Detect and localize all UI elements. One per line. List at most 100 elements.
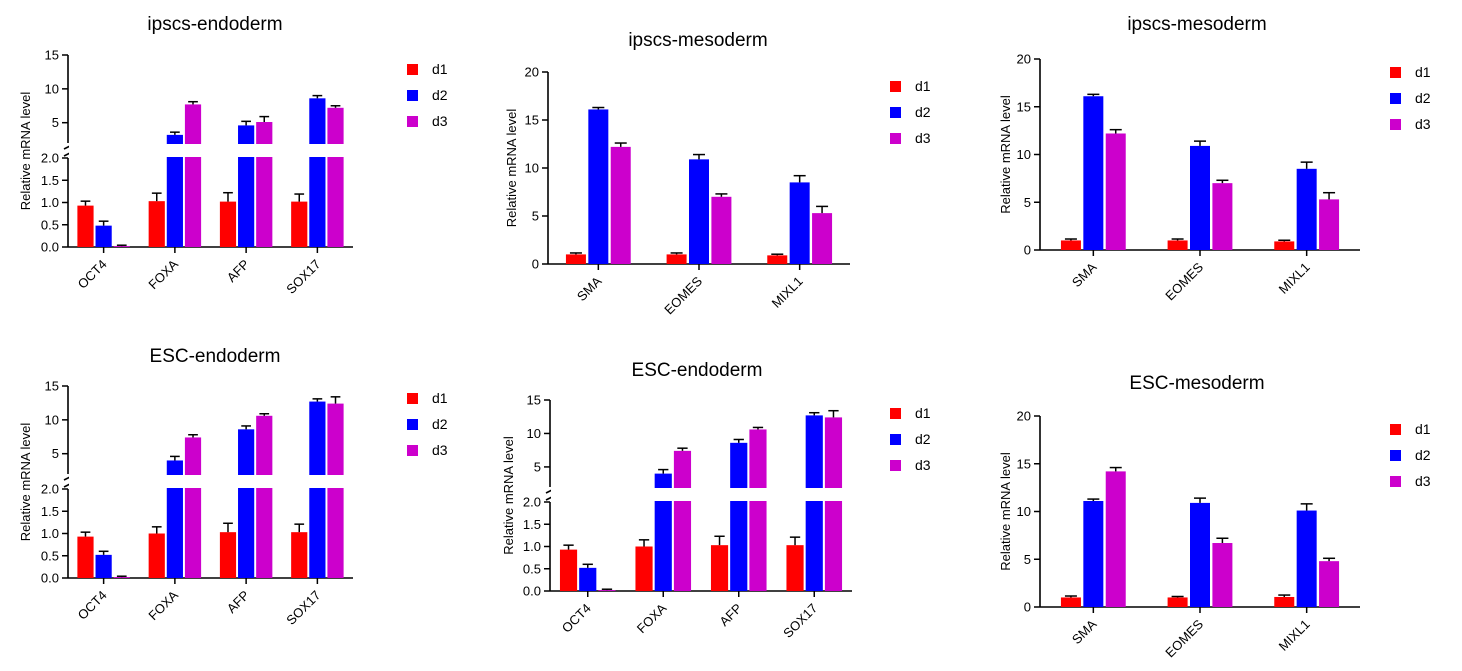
legend-label-d1: d1	[432, 61, 448, 77]
x-tick-label: AFP	[716, 601, 744, 629]
bar-d1-foxa	[635, 546, 653, 591]
bar-d3-mixl1	[812, 213, 833, 264]
legend-swatch-d1	[1390, 424, 1401, 435]
bar-d3-eomes	[711, 196, 732, 264]
bar-d3-sox17	[824, 417, 843, 591]
bar-d1-sma	[1060, 597, 1081, 607]
bar-d1-oct4	[77, 205, 94, 247]
bar-d1-mixl1	[1274, 241, 1295, 250]
chart-title: ipscs-endoderm	[147, 14, 282, 35]
chart-panel-2: ipscs-mesoderm Relative mRNA level 0 5 10 15 2…	[504, 30, 931, 317]
legend-swatch-d3	[1390, 119, 1401, 130]
bar-d2-sma	[588, 109, 609, 264]
bar-d2-foxa	[166, 134, 183, 247]
legend-label-d1: d1	[915, 78, 931, 94]
y-tick-label: 1.5	[41, 504, 59, 519]
bar-d1-sma	[565, 254, 586, 264]
bar-d3-sma	[610, 146, 631, 264]
axis-break-gap	[551, 488, 853, 501]
y-tick-label: 10	[1017, 504, 1031, 519]
y-tick-label: 0.5	[523, 561, 541, 576]
chart-title: ipscs-mesoderm	[628, 30, 767, 51]
y-tick-label: 0.0	[41, 571, 59, 586]
y-tick-label: 15	[1017, 99, 1031, 114]
axis-break-gap	[69, 475, 354, 488]
x-tick-label: SOX17	[283, 588, 323, 628]
y-tick-label: 10	[45, 412, 59, 427]
x-tick-label: AFP	[224, 588, 252, 616]
bar-d3-sox17	[327, 107, 344, 247]
y-tick-label: 20	[1017, 52, 1031, 67]
legend-label-d2: d2	[915, 431, 931, 447]
bar-d3-afp	[256, 415, 273, 578]
chart-title: ipscs-mesoderm	[1127, 14, 1266, 35]
legend-swatch-d3	[407, 116, 418, 127]
y-tick-label: 5	[1024, 552, 1031, 567]
bar-d3-oct4	[113, 246, 130, 247]
bar-d2-oct4	[579, 567, 597, 591]
legend-swatch-d2	[890, 434, 901, 445]
x-tick-label: EOMES	[1162, 259, 1206, 303]
y-axis-label: Relative mRNA level	[501, 436, 516, 555]
y-tick-label: 15	[525, 113, 539, 128]
y-tick-label: 1.0	[41, 195, 59, 210]
bar-d1-sox17	[291, 201, 308, 247]
bar-d3-oct4	[113, 577, 130, 578]
legend-swatch-d3	[1390, 476, 1401, 487]
y-tick-label: 0	[1024, 600, 1031, 615]
bar-d2-afp	[238, 429, 255, 578]
x-tick-label: SMA	[1069, 616, 1100, 647]
bar-d1-sox17	[786, 545, 804, 591]
x-tick-label: FOXA	[634, 600, 670, 636]
bar-d3-foxa	[184, 104, 202, 248]
x-tick-label: MIXL1	[769, 274, 806, 311]
bar-d2-oct4	[95, 554, 112, 578]
legend-label-d3: d3	[915, 130, 931, 146]
bar-d2-sox17	[309, 401, 326, 578]
x-tick-label: OCT4	[559, 601, 594, 636]
bar-d1-sox17	[291, 532, 308, 578]
bar-d2-mixl1	[1296, 168, 1317, 250]
legend-swatch-d2	[1390, 450, 1401, 461]
bar-d1-foxa	[148, 533, 165, 578]
bar-d2-sox17	[805, 415, 823, 591]
legend-label-d2: d2	[1415, 447, 1431, 463]
y-tick-label: 10	[525, 161, 539, 176]
bar-d1-oct4	[559, 549, 578, 591]
legend-label-d3: d3	[1415, 116, 1431, 132]
y-tick-label: 10	[1017, 147, 1031, 162]
legend-label-d3: d3	[1415, 473, 1431, 489]
bar-d2-sox17	[309, 98, 326, 247]
bar-d2-foxa	[166, 460, 183, 578]
bar-d1-foxa	[148, 201, 165, 247]
y-axis-label: Relative mRNA level	[998, 452, 1013, 571]
y-tick-label: 15	[45, 379, 59, 394]
y-tick-label: 0.0	[523, 584, 541, 599]
bar-d1-sma	[1060, 240, 1081, 250]
legend-swatch-d1	[890, 81, 901, 92]
bar-d1-mixl1	[767, 255, 788, 264]
y-axis-label: Relative mRNA level	[18, 92, 33, 211]
bar-d3-foxa	[184, 437, 202, 578]
legend-swatch-d1	[890, 408, 901, 419]
bar-d2-sma	[1083, 96, 1104, 251]
y-tick-label: 15	[45, 48, 59, 63]
y-tick-label: 0	[532, 257, 539, 272]
bar-d1-afp	[219, 201, 237, 247]
x-tick-label: EOMES	[1162, 616, 1206, 660]
x-tick-label: AFP	[224, 257, 252, 285]
y-tick-label: 15	[1017, 456, 1031, 471]
axis-break-gap	[69, 144, 354, 157]
chart-title: ESC-mesoderm	[1129, 373, 1264, 394]
chart-panel-1: ipscs-endoderm Relative mRNA level 0.0 0.5 1…	[18, 14, 448, 297]
bar-d3-eomes	[1212, 183, 1233, 250]
bar-d1-eomes	[666, 254, 687, 264]
bar-d3-oct4	[598, 590, 616, 591]
x-tick-label: OCT4	[75, 257, 110, 292]
legend-swatch-d1	[407, 393, 418, 404]
bar-d2-mixl1	[789, 182, 810, 264]
y-tick-label: 5	[532, 209, 539, 224]
bar-d3-sma	[1105, 133, 1126, 250]
legend-label-d1: d1	[915, 405, 931, 421]
bar-d2-oct4	[95, 225, 112, 247]
